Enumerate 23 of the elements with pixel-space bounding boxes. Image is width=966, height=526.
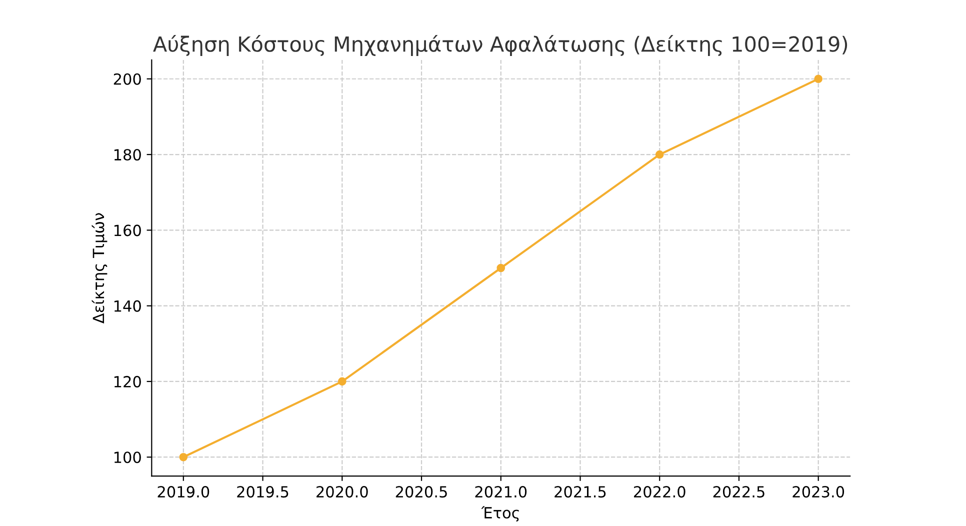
chart-title: Αύξηση Κόστους Μηχανημάτων Αφαλάτωσης (Δείκτης 100=2019) (153, 34, 848, 56)
point (655, 150, 664, 159)
x-tick-label: 2019.0 (158, 486, 210, 498)
x-tick-label: 2020.5 (396, 486, 447, 498)
y-tick-label: 200 (114, 73, 141, 85)
y-tick-label: 120 (114, 376, 141, 388)
x-tick-label: 2021.5 (554, 486, 606, 498)
x-axis-title: Έτος (481, 506, 519, 522)
y-axis-title: Δείκτης Τιμών (92, 213, 108, 324)
y-tick-label: 160 (114, 224, 141, 236)
y-tick-label: 180 (114, 148, 141, 161)
x-tick-label: 2019.5 (237, 486, 288, 498)
x-tick-label: 2023.0 (792, 486, 844, 498)
x-tick-label: 2022.5 (713, 486, 764, 498)
point (496, 264, 506, 272)
x-tick-label: 2022.0 (634, 486, 686, 498)
point (814, 74, 822, 84)
x-tick-label: 2021.0 (475, 486, 527, 498)
point (338, 377, 346, 386)
point (179, 452, 188, 462)
y-tick-label: 140 (114, 300, 141, 312)
y-tick-label: 100 (114, 452, 141, 464)
x-tick-label: 2020.0 (316, 486, 368, 498)
